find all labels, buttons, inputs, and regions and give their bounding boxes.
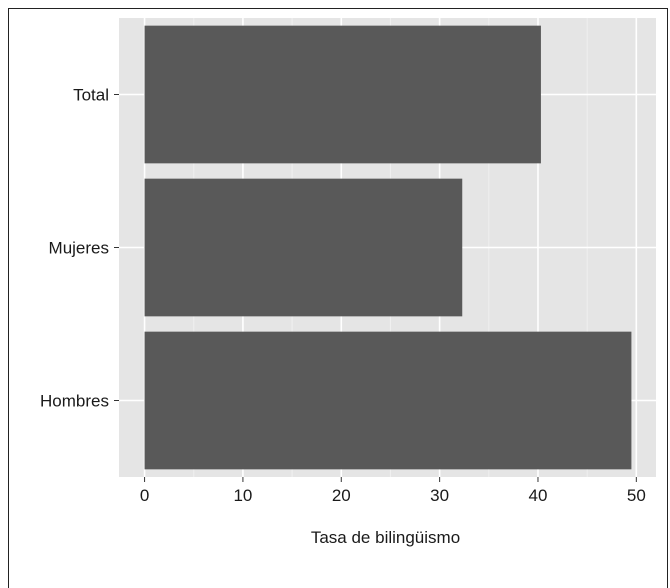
y-tick-label: Mujeres xyxy=(49,239,109,258)
bar-chart: 0 10 20 30 40 50 Total Mujeres Hombres Tasa de … xyxy=(40,18,656,547)
x-tick-label: 40 xyxy=(529,486,548,505)
x-tick-label: 30 xyxy=(430,486,449,505)
bar-mujeres xyxy=(144,178,463,317)
figure-frame xyxy=(8,8,668,588)
bar-total xyxy=(144,25,541,164)
x-tick-label: 50 xyxy=(627,486,646,505)
bars xyxy=(144,25,632,470)
x-tick-label: 10 xyxy=(233,486,252,505)
x-axis-title: Tasa de bilingüismo xyxy=(311,528,460,547)
x-tick-label: 20 xyxy=(332,486,351,505)
y-tick-label: Hombres xyxy=(40,392,109,411)
x-axis: 0 10 20 30 40 50 xyxy=(140,477,646,505)
bar-hombres xyxy=(144,331,632,470)
y-tick-label: Total xyxy=(73,86,109,105)
x-tick-label: 0 xyxy=(140,486,149,505)
y-axis: Total Mujeres Hombres xyxy=(40,86,119,411)
